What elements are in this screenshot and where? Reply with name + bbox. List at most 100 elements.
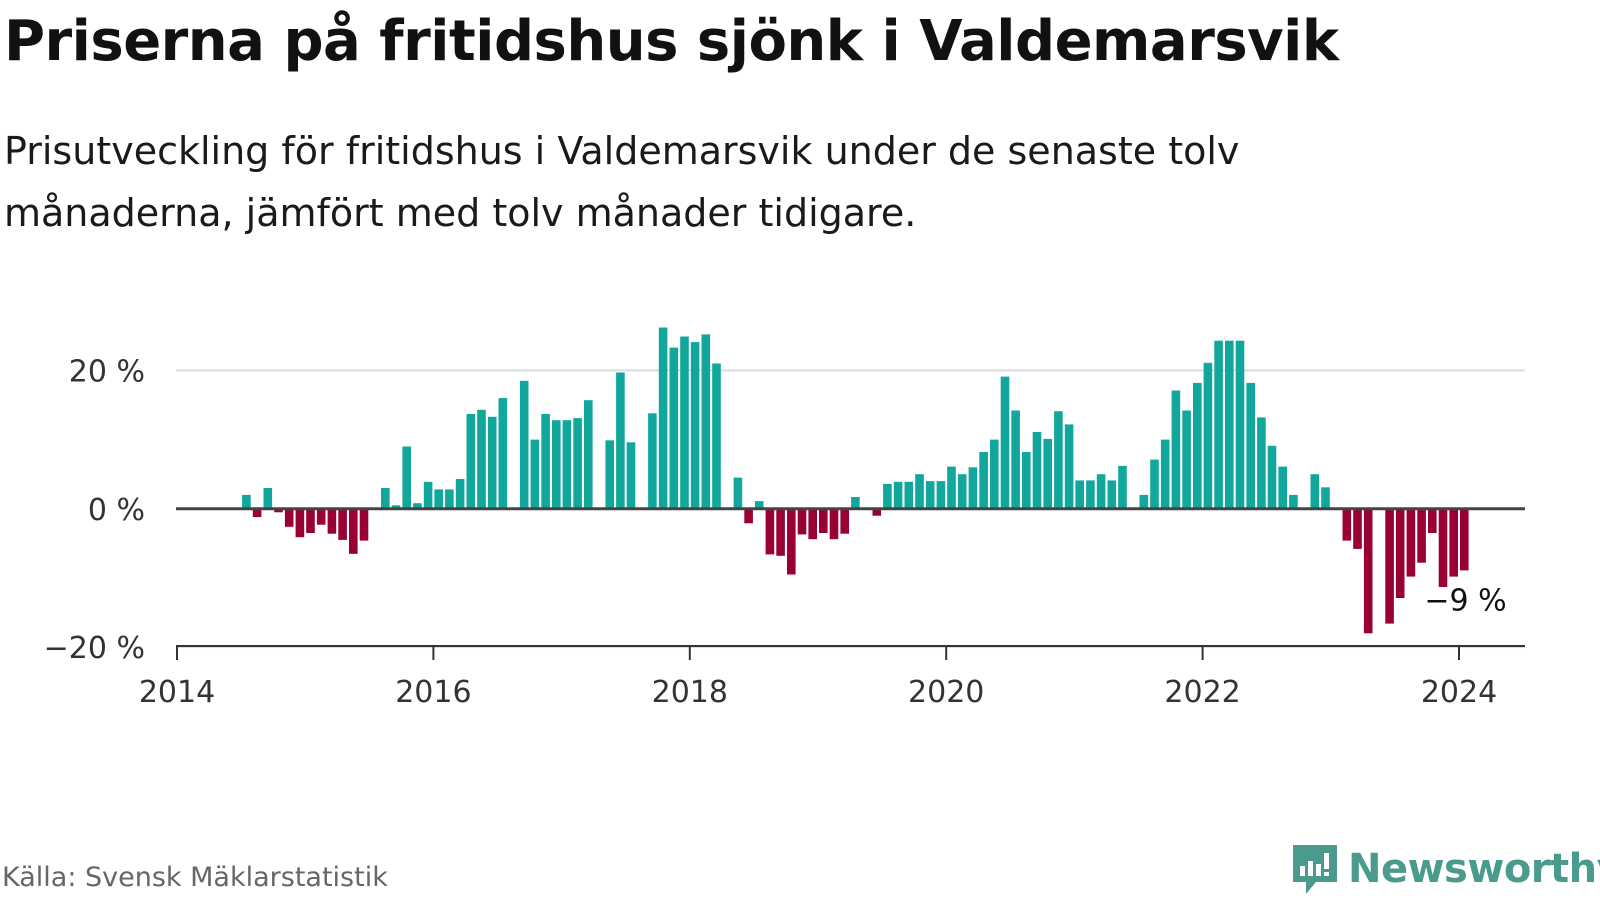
bar bbox=[883, 483, 892, 509]
bar bbox=[1417, 508, 1426, 563]
bar bbox=[754, 501, 764, 509]
bar bbox=[1000, 376, 1010, 509]
bar bbox=[573, 418, 582, 509]
bar bbox=[872, 508, 882, 516]
bar bbox=[1246, 382, 1255, 509]
bar bbox=[1267, 445, 1277, 509]
bar bbox=[797, 508, 807, 535]
bar-chart: 20 % 0 % −20 % 2014 2016 2018 2020 2022 2024 −9 % bbox=[44, 327, 1525, 710]
x-tick-label: 2024 bbox=[1421, 675, 1497, 710]
bar bbox=[968, 467, 978, 509]
last-value-label: −9 % bbox=[1424, 583, 1506, 618]
bar bbox=[690, 342, 700, 509]
bar bbox=[808, 508, 817, 540]
bar bbox=[295, 508, 305, 538]
bar bbox=[1289, 494, 1298, 509]
bar bbox=[252, 508, 262, 518]
bar bbox=[477, 409, 486, 509]
x-tick-label: 2016 bbox=[395, 675, 471, 710]
bar bbox=[434, 489, 443, 509]
bar bbox=[1385, 508, 1394, 624]
bar bbox=[445, 489, 454, 509]
bar bbox=[1032, 432, 1042, 509]
bar bbox=[733, 477, 743, 509]
bar bbox=[1022, 452, 1031, 509]
chart-title: Priserna på fritidshus sjönk i Valdemars… bbox=[4, 9, 1339, 74]
bar bbox=[1438, 508, 1448, 587]
bar bbox=[1107, 480, 1117, 509]
bar bbox=[274, 508, 283, 513]
bar bbox=[701, 334, 711, 509]
bar bbox=[1321, 487, 1330, 509]
axes bbox=[176, 507, 1525, 660]
bars bbox=[242, 327, 1469, 634]
bar bbox=[1193, 382, 1202, 509]
bar bbox=[947, 466, 956, 509]
bar bbox=[787, 508, 796, 575]
bar bbox=[1139, 494, 1149, 509]
bar bbox=[1460, 508, 1469, 571]
bar bbox=[1118, 465, 1127, 509]
bar bbox=[605, 440, 614, 509]
bar bbox=[1086, 480, 1095, 509]
bar bbox=[1406, 508, 1416, 577]
bar bbox=[327, 508, 337, 534]
bar bbox=[402, 446, 411, 509]
bar bbox=[391, 505, 401, 509]
bar bbox=[498, 398, 508, 509]
chart-subtitle: Prisutveckling för fritidshus i Valdemar… bbox=[4, 129, 1240, 235]
bar bbox=[1160, 439, 1170, 509]
bar bbox=[584, 400, 593, 509]
y-tick-label: 20 % bbox=[69, 354, 145, 389]
bar bbox=[904, 481, 914, 509]
bar bbox=[1011, 410, 1020, 509]
bar bbox=[990, 439, 999, 509]
bar bbox=[1235, 340, 1245, 509]
brand-name: Newsworthy bbox=[1348, 846, 1600, 892]
x-tick-label: 2020 bbox=[908, 675, 984, 710]
bar bbox=[669, 347, 679, 509]
bar bbox=[957, 474, 967, 509]
bar bbox=[1225, 340, 1234, 509]
bar bbox=[915, 474, 924, 509]
bar bbox=[840, 508, 849, 534]
bar bbox=[936, 481, 946, 509]
bar bbox=[1171, 390, 1181, 509]
newsworthy-logo-icon bbox=[1293, 845, 1337, 894]
bar bbox=[1096, 474, 1106, 509]
bar bbox=[530, 439, 540, 509]
bar bbox=[306, 508, 315, 533]
bar bbox=[851, 497, 860, 509]
bar bbox=[1182, 410, 1191, 509]
bar bbox=[519, 380, 529, 509]
bar bbox=[1353, 508, 1362, 549]
bar bbox=[562, 420, 572, 509]
bar bbox=[1043, 438, 1052, 509]
bar bbox=[1064, 424, 1074, 509]
bar bbox=[552, 420, 561, 509]
bar bbox=[316, 508, 326, 525]
bar bbox=[338, 508, 347, 540]
bar bbox=[776, 508, 785, 556]
labels: 20 % 0 % −20 % 2014 2016 2018 2020 2022 2024 −9 % bbox=[44, 354, 1510, 710]
bar bbox=[1395, 508, 1405, 598]
bar bbox=[658, 327, 668, 509]
bar bbox=[284, 508, 294, 527]
bar bbox=[423, 481, 433, 509]
bar bbox=[1278, 466, 1287, 509]
bar bbox=[616, 372, 625, 509]
bar bbox=[263, 488, 273, 509]
bar bbox=[712, 363, 721, 509]
bar bbox=[541, 414, 550, 509]
bar bbox=[626, 442, 636, 509]
bar bbox=[648, 413, 657, 509]
bar bbox=[1449, 508, 1458, 577]
x-tick-label: 2022 bbox=[1164, 675, 1240, 710]
bar bbox=[744, 508, 753, 524]
bar bbox=[466, 414, 476, 509]
bar bbox=[1150, 459, 1159, 509]
bar bbox=[359, 508, 369, 541]
bar bbox=[979, 452, 988, 509]
bar bbox=[1342, 508, 1352, 541]
y-tick-label: −20 % bbox=[44, 631, 145, 666]
